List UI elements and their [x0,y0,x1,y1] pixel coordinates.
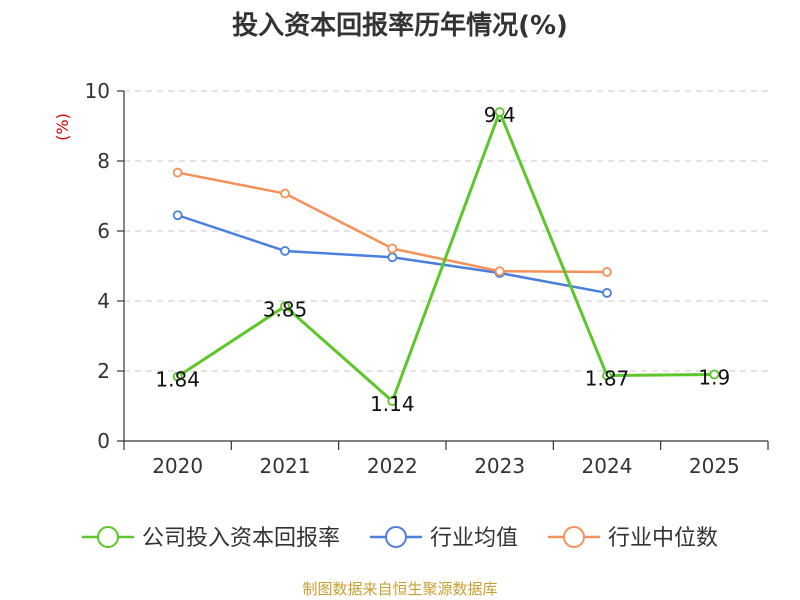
data-point [602,267,612,277]
data-point [280,188,290,199]
x-tick-label: 2021 [260,454,311,478]
y-tick-label: 2 [97,359,110,383]
data-label: 1.14 [370,392,415,416]
data-point [709,369,720,380]
data-label: 9.4 [484,103,516,127]
legend-label: 公司投入资本回报率 [142,526,340,551]
legend-swatch-marker [385,526,407,548]
data-point [172,371,183,382]
data-point [494,266,505,277]
y-tick-label: 10 [85,79,110,103]
x-tick-label: 2025 [689,454,740,478]
y-tick-label: 4 [97,289,110,313]
legend: 公司投入资本回报率 行业均值 行业中位数 [82,526,718,551]
y-tick-label: 0 [97,429,110,453]
grid [124,90,768,372]
source-note: 制图数据来自恒生聚源数据库 [302,580,497,598]
legend-swatch-marker [563,526,585,548]
chart-title: 投入资本回报率历年情况(%) [232,10,568,41]
data-point [280,301,290,312]
series-line [176,110,715,403]
legend-label: 行业中位数 [608,526,718,551]
legend-swatch-marker [97,526,119,548]
legend-item[interactable]: 行业均值 [370,526,518,551]
data-labels: 1.84 3.85 1.14 9.4 1.87 1.9 [155,103,730,416]
data-label: 1.84 [155,368,200,392]
y-tick-label: 8 [97,149,110,173]
legend-item[interactable]: 公司投入资本回报率 [82,526,340,551]
data-point [280,246,290,256]
series [172,107,720,407]
axes: 0 2 4 6 8 10 2020 2021 2022 2023 2024 2025 [85,79,769,478]
data-label: 3.85 [263,297,308,321]
data-point [387,396,398,407]
data-point [172,167,183,178]
x-tick-label: 2023 [474,454,525,478]
x-tick-label: 2020 [152,454,203,478]
data-point [494,107,505,117]
data-point [172,210,183,221]
y-axis-unit: (%) [53,113,72,141]
x-tick-label: 2024 [582,454,633,478]
y-tick-label: 6 [97,219,110,243]
data-label: 1.9 [698,366,730,390]
data-point [602,288,612,298]
legend-label: 行业均值 [430,526,518,551]
data-point [387,243,398,254]
data-point [602,370,612,381]
data-label: 1.87 [585,367,630,391]
data-point [387,252,398,263]
legend-item[interactable]: 行业中位数 [548,526,718,551]
x-tick-label: 2022 [367,454,418,478]
